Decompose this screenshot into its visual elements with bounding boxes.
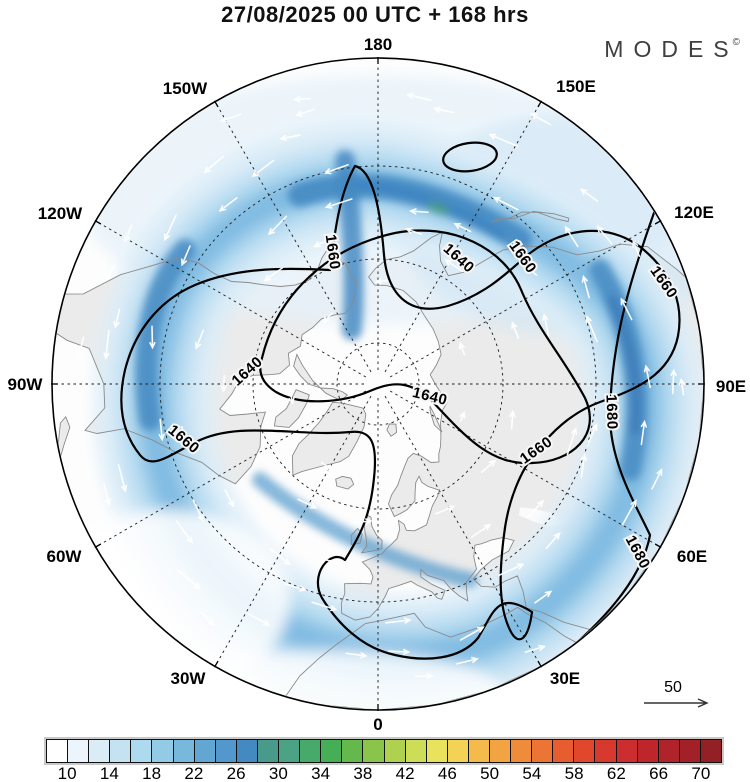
- colorbar-tick-34: 34: [311, 764, 331, 782]
- contour-1660: [120, 164, 681, 660]
- colorbar-cell-20: [173, 739, 195, 763]
- colorbar-cell-12: [89, 739, 111, 763]
- meridian-label-120w: 120W: [38, 204, 83, 223]
- meridian-label-150e: 150E: [556, 77, 596, 96]
- colorbar-tick-58: 58: [564, 764, 584, 782]
- colorbar-cell-56: [553, 739, 575, 763]
- colorbar-cell-40: [384, 739, 406, 763]
- meridian-label-120e: 120E: [674, 203, 714, 222]
- meridian-label-0: 0: [373, 715, 382, 734]
- colorbar-tick-54: 54: [522, 764, 542, 782]
- meridian-label-60w: 60W: [47, 547, 83, 566]
- colorbar-cell-60: [595, 739, 617, 763]
- colorbar-tick-38: 38: [353, 764, 373, 782]
- colorbar-cell-62: [616, 739, 638, 763]
- meridian-label-90w: 90W: [8, 375, 44, 394]
- colorbar-tick-70: 70: [691, 764, 711, 782]
- colorbar-cell-8: [46, 739, 69, 763]
- geopotential-contours: [120, 141, 681, 661]
- coastlines: [55, 211, 703, 709]
- colorbar-cell-52: [511, 739, 533, 763]
- colorbar-cell-22: [194, 739, 216, 763]
- colorbar-frame: [44, 737, 724, 765]
- colorbar-cell-54: [532, 739, 554, 763]
- contour-1640: [259, 229, 591, 465]
- colorbar-cell-36: [342, 739, 364, 763]
- colorbar-tick-50: 50: [480, 764, 500, 782]
- colorbar-tick-22: 22: [184, 764, 204, 782]
- colorbar-tick-46: 46: [437, 764, 457, 782]
- colorbar-cell-46: [447, 739, 469, 763]
- colorbar-cell-16: [131, 739, 153, 763]
- colorbar-cell-58: [574, 739, 596, 763]
- colorbar-cell-38: [363, 739, 385, 763]
- meridian-label-150w: 150W: [163, 79, 208, 98]
- colorbar-cell-24: [215, 739, 237, 763]
- colorbar-tick-18: 18: [142, 764, 162, 782]
- colorbar-tick-26: 26: [226, 764, 246, 782]
- chart-title: 27/08/2025 00 UTC + 168 hrs: [221, 2, 529, 27]
- colorbar-cell-42: [405, 739, 427, 763]
- colorbar-tick-66: 66: [649, 764, 669, 782]
- colorbar-cell-70: [700, 739, 722, 763]
- brand-name: MODES: [604, 36, 739, 62]
- meridian-label-30e: 30E: [550, 669, 580, 688]
- colorbar-cell-10: [68, 739, 90, 763]
- contour-1680: [555, 209, 657, 661]
- colorbar-cell-64: [637, 739, 659, 763]
- colorbar-cell-32: [300, 739, 322, 763]
- wind-reference-arrow: [644, 698, 709, 708]
- copyright-mark: ©: [732, 37, 740, 48]
- colorbar-tick-30: 30: [268, 764, 288, 782]
- colorbar-tick-42: 42: [395, 764, 415, 782]
- colorbar-cell-18: [152, 739, 174, 763]
- wind-reference-label: 50: [664, 679, 682, 696]
- colorbar-cell-44: [426, 739, 448, 763]
- meridian-label-30w: 30W: [171, 669, 207, 688]
- meridian-label-60e: 60E: [677, 547, 707, 566]
- colorbar-tick-14: 14: [99, 764, 119, 782]
- meridian-label-180: 180: [364, 35, 392, 54]
- meridian-label-90e: 90E: [716, 377, 746, 396]
- colorbar-tick-62: 62: [606, 764, 626, 782]
- colorbar: [46, 739, 722, 763]
- colorbar-cell-48: [468, 739, 490, 763]
- colorbar-cell-68: [679, 739, 701, 763]
- closed-contour-oval: [442, 141, 498, 173]
- wind-arrows: [75, 92, 686, 680]
- colorbar-cell-66: [658, 739, 680, 763]
- colorbar-tick-labels: 10 14 18 22 26 30 34 38 42 46 50 54 58 62 66 70: [0, 762, 750, 782]
- graticule: [53, 59, 703, 709]
- colorbar-cell-30: [279, 739, 301, 763]
- colorbar-cell-34: [321, 739, 343, 763]
- polar-map: 180 150E 120E 90E 60E 30E 0 30W 60W 90W 120W 150W 16…: [8, 35, 747, 734]
- colorbar-cell-28: [257, 739, 280, 763]
- contour-label-1680: 1680: [602, 394, 620, 430]
- colorbar-cell-14: [110, 739, 132, 763]
- colorbar-cell-50: [489, 739, 512, 763]
- modes-logo: MODES©: [604, 36, 740, 63]
- colorbar-cell-26: [236, 739, 258, 763]
- colorbar-tick-10: 10: [57, 764, 77, 782]
